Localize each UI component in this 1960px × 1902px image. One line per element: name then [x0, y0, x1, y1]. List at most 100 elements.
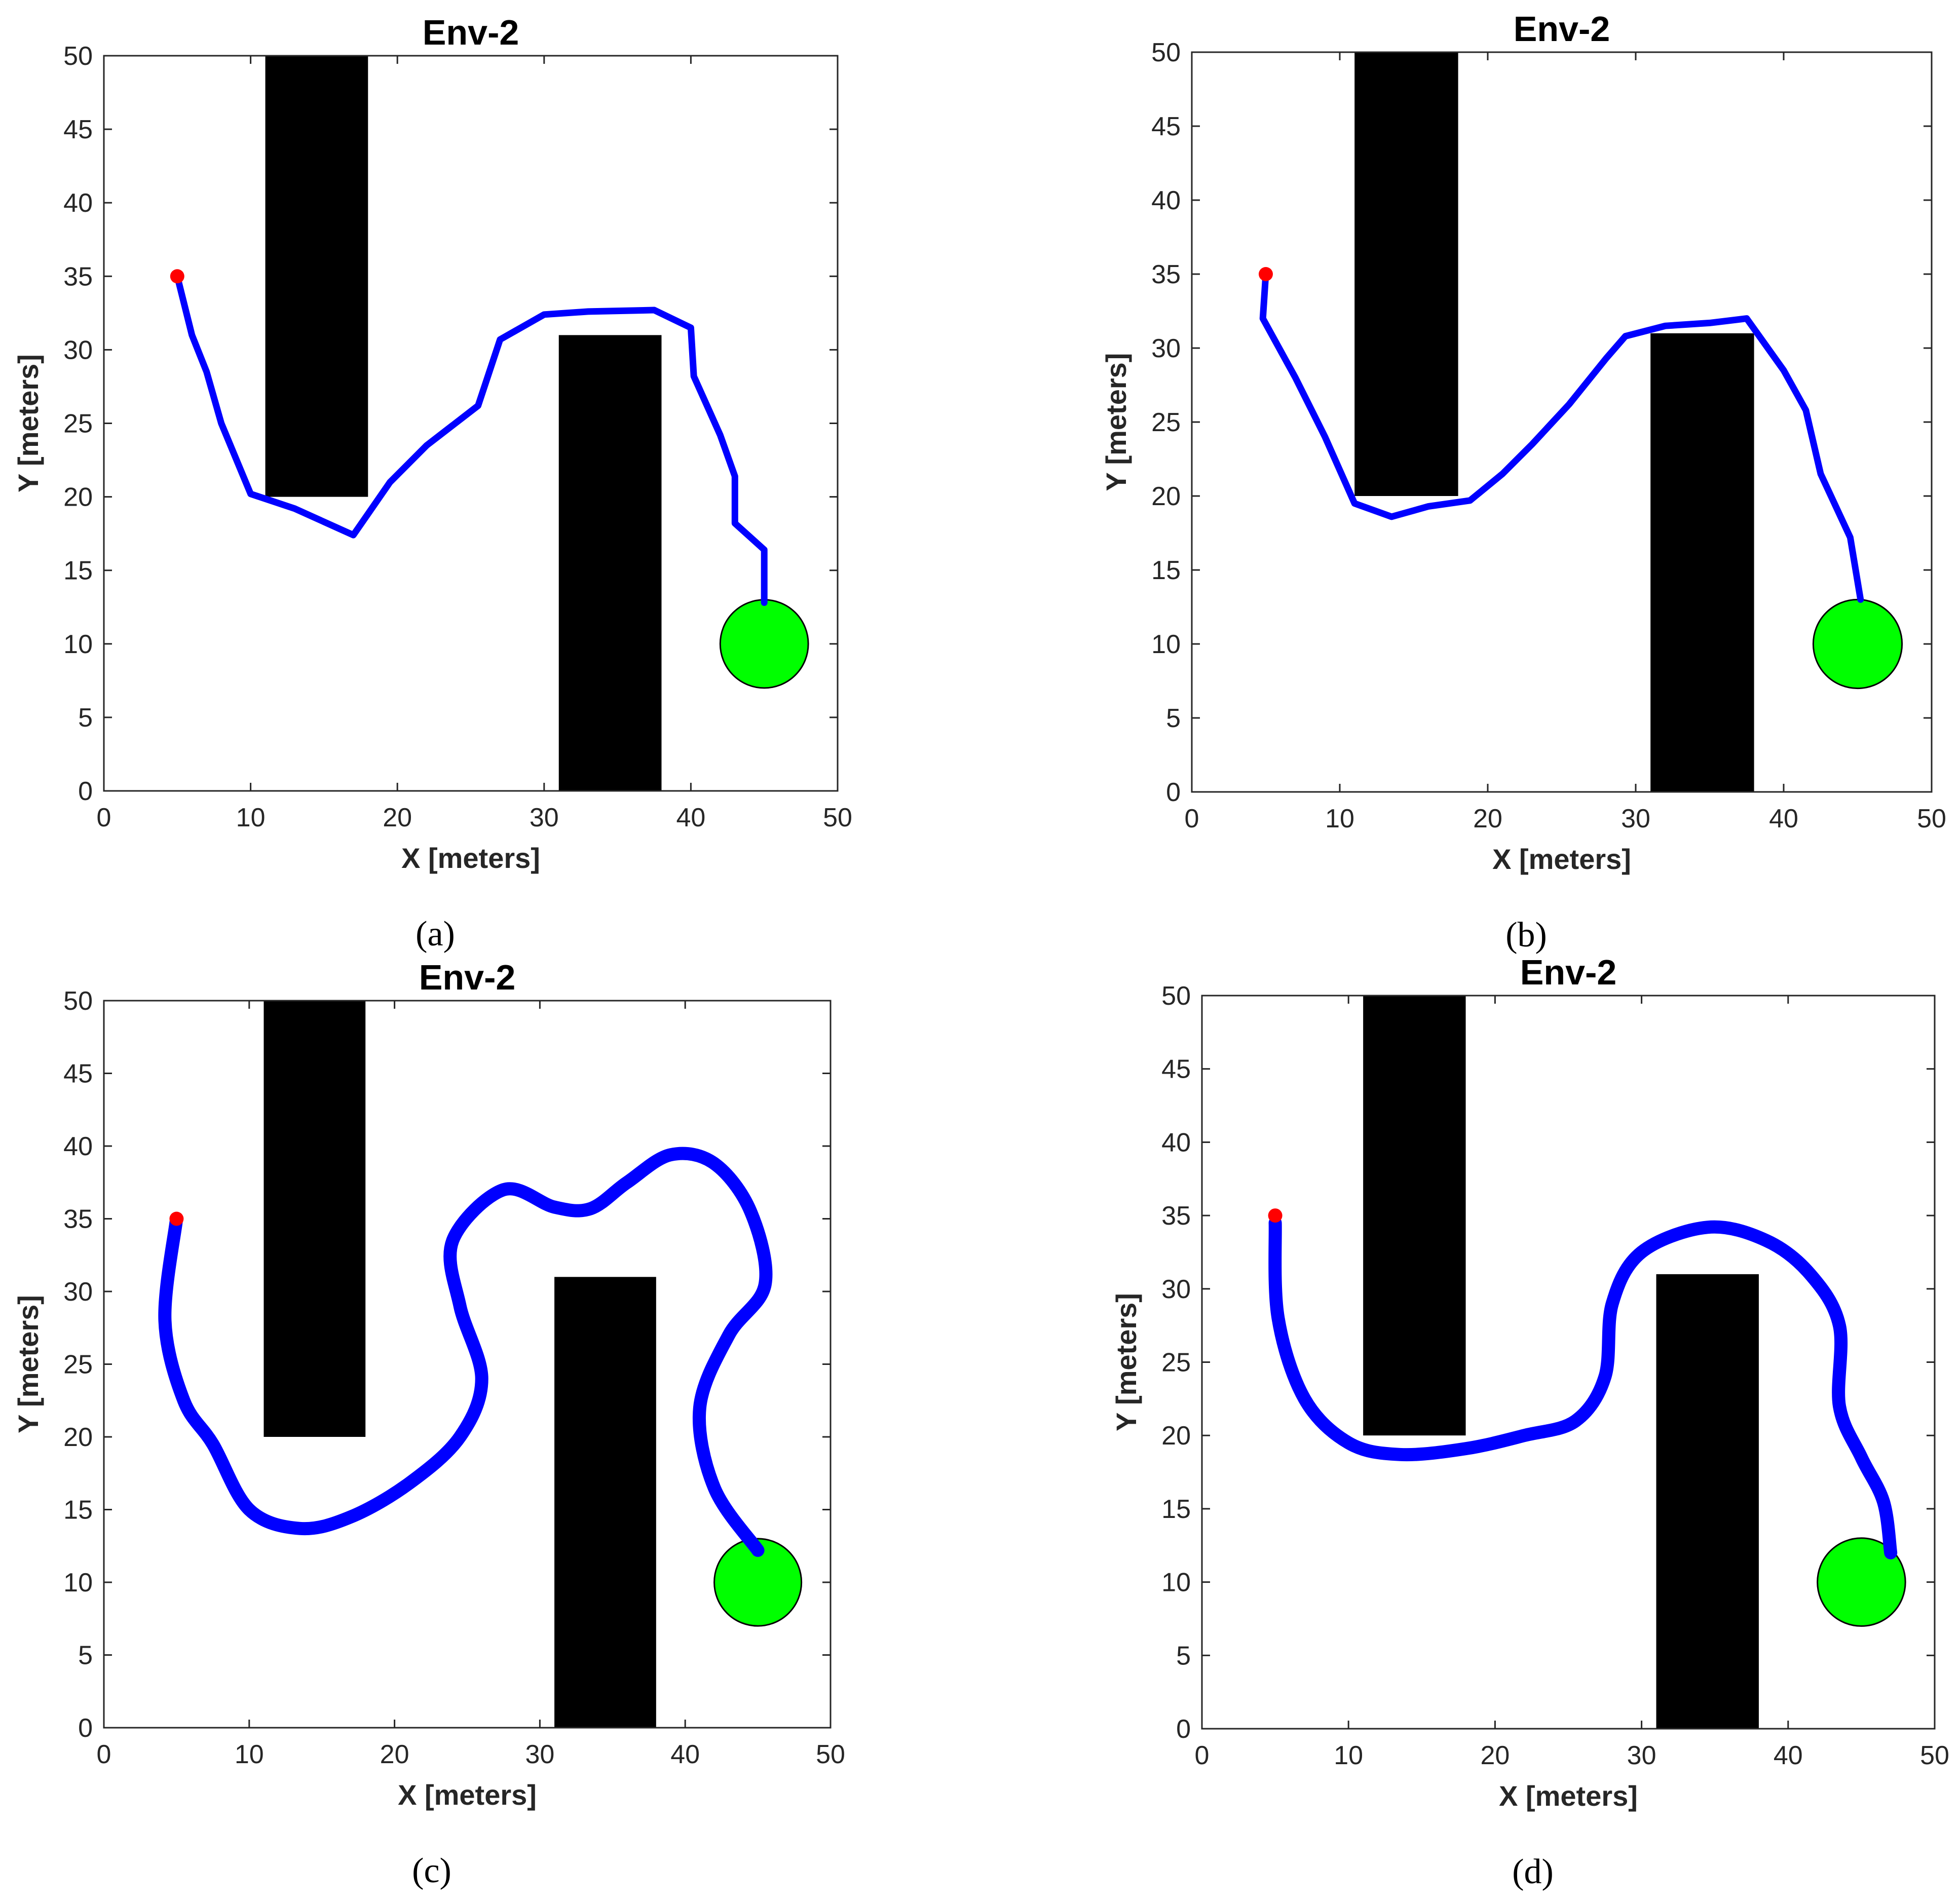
- robot-path: [1268, 1216, 1898, 1559]
- y-tick-label: 40: [1161, 1128, 1191, 1157]
- chart-title: Env-2: [419, 958, 516, 997]
- obstacle-1: [1363, 996, 1466, 1436]
- y-axis-label: Y [meters]: [1110, 1293, 1142, 1431]
- x-tick-label: 20: [383, 803, 412, 832]
- y-tick-label: 50: [63, 986, 93, 1016]
- y-tick-label: 15: [63, 556, 93, 586]
- y-tick-label: 0: [1166, 778, 1181, 807]
- start-point: [170, 269, 184, 284]
- robot-path: [174, 273, 768, 606]
- y-tick-label: 10: [63, 630, 93, 659]
- obstacle-2: [1656, 1274, 1759, 1729]
- start-point: [1259, 267, 1273, 281]
- x-tick-label: 50: [823, 803, 852, 832]
- start-point: [1268, 1208, 1283, 1223]
- y-tick-label: 25: [63, 1350, 93, 1380]
- panel-caption: (b): [1505, 916, 1547, 955]
- y-tick-label: 5: [1176, 1641, 1191, 1670]
- y-tick-label: 25: [63, 409, 93, 439]
- y-tick-label: 20: [63, 1423, 93, 1452]
- y-tick-label: 30: [1161, 1275, 1191, 1304]
- x-tick-label: 10: [236, 803, 266, 832]
- y-tick-label: 30: [63, 1277, 93, 1307]
- x-tick-label: 10: [1334, 1741, 1363, 1770]
- chart-title: Env-2: [423, 13, 519, 52]
- x-tick-label: 50: [1920, 1741, 1949, 1770]
- y-tick-label: 50: [1151, 38, 1181, 67]
- x-tick-label: 0: [1195, 1741, 1210, 1770]
- x-axis-label: X [meters]: [1499, 1780, 1638, 1812]
- panel-caption: (d): [1512, 1852, 1554, 1891]
- obstacle-1: [263, 1001, 366, 1437]
- robot-path: [1259, 271, 1864, 603]
- x-tick-label: 10: [1325, 804, 1354, 833]
- x-tick-label: 30: [1627, 1741, 1656, 1770]
- y-tick-label: 45: [1151, 112, 1181, 141]
- plot-area: [104, 56, 838, 791]
- x-tick-label: 50: [816, 1740, 845, 1769]
- x-axis-label: X [meters]: [1492, 843, 1631, 875]
- x-tick-label: 30: [530, 803, 559, 832]
- y-tick-label: 10: [63, 1568, 93, 1597]
- plot-area: [1202, 996, 1935, 1729]
- y-tick-label: 15: [1151, 556, 1181, 585]
- y-tick-label: 35: [63, 1205, 93, 1234]
- panel-d: 0 10 20 30 40 50 0 5 10 15 20 25 30 35 40 45 50 Env-2 X [m…: [1110, 953, 1949, 1891]
- y-tick-label: 10: [1151, 630, 1181, 659]
- obstacle-2: [1650, 333, 1754, 792]
- x-tick-label: 0: [97, 1740, 111, 1769]
- chart-title: Env-2: [1520, 953, 1617, 992]
- y-tick-label: 45: [63, 115, 93, 144]
- x-tick-label: 30: [525, 1740, 554, 1769]
- panel-b: 0 10 20 30 40 50 0 5 10 15 20 25 30 35 40 45 50 Env-2 X [m…: [1100, 9, 1946, 955]
- y-tick-label: 15: [63, 1496, 93, 1525]
- obstacle-2: [554, 1277, 656, 1728]
- x-tick-label: 0: [97, 803, 111, 832]
- x-tick-label: 40: [670, 1740, 700, 1769]
- y-tick-label: 20: [63, 483, 93, 512]
- x-tick-label: 30: [1621, 804, 1650, 833]
- y-tick-label: 35: [1161, 1201, 1191, 1231]
- y-tick-label: 35: [1151, 260, 1181, 289]
- y-tick-label: 20: [1161, 1421, 1191, 1451]
- y-tick-label: 20: [1151, 482, 1181, 511]
- x-tick-label: 20: [1480, 1741, 1510, 1770]
- start-point: [169, 1211, 184, 1226]
- goal-region: [713, 1538, 803, 1627]
- panel-c: 0 10 20 30 40 50 0 5 10 15 20 25 30 35 40 45 50 Env-2 X [m…: [12, 958, 845, 1890]
- y-tick-label: 25: [1151, 408, 1181, 437]
- y-tick-label: 35: [63, 262, 93, 291]
- x-tick-label: 0: [1185, 804, 1199, 833]
- y-tick-label: 5: [78, 1641, 93, 1670]
- obstacle-2: [558, 335, 662, 791]
- x-tick-label: 50: [1917, 804, 1946, 833]
- x-tick-label: 20: [1473, 804, 1502, 833]
- goal-region: [1817, 1537, 1906, 1627]
- x-tick-label: 40: [676, 803, 705, 832]
- y-tick-label: 0: [1176, 1715, 1191, 1744]
- y-tick-label: 10: [1161, 1568, 1191, 1597]
- y-tick-label: 0: [78, 777, 93, 806]
- y-tick-label: 30: [1151, 334, 1181, 363]
- y-tick-label: 40: [1151, 186, 1181, 215]
- y-tick-label: 50: [63, 42, 93, 71]
- y-axis-label: Y [meters]: [12, 1295, 44, 1433]
- y-tick-label: 5: [1166, 704, 1181, 733]
- chart-title: Env-2: [1514, 9, 1610, 49]
- robot-path: [158, 1147, 773, 1557]
- goal-region: [719, 599, 809, 689]
- y-tick-label: 15: [1161, 1495, 1191, 1524]
- y-tick-label: 0: [78, 1714, 93, 1743]
- y-tick-label: 5: [78, 703, 93, 733]
- goal-region: [1812, 598, 1903, 690]
- y-axis-label: Y [meters]: [1100, 353, 1132, 491]
- plot-area: [104, 1001, 831, 1728]
- y-tick-label: 45: [63, 1059, 93, 1089]
- y-axis-label: Y [meters]: [12, 354, 44, 492]
- panel-caption: (a): [416, 915, 455, 954]
- x-axis-label: X [meters]: [398, 1779, 537, 1811]
- y-tick-label: 40: [63, 1132, 93, 1161]
- x-tick-label: 20: [380, 1740, 409, 1769]
- y-tick-label: 40: [63, 188, 93, 218]
